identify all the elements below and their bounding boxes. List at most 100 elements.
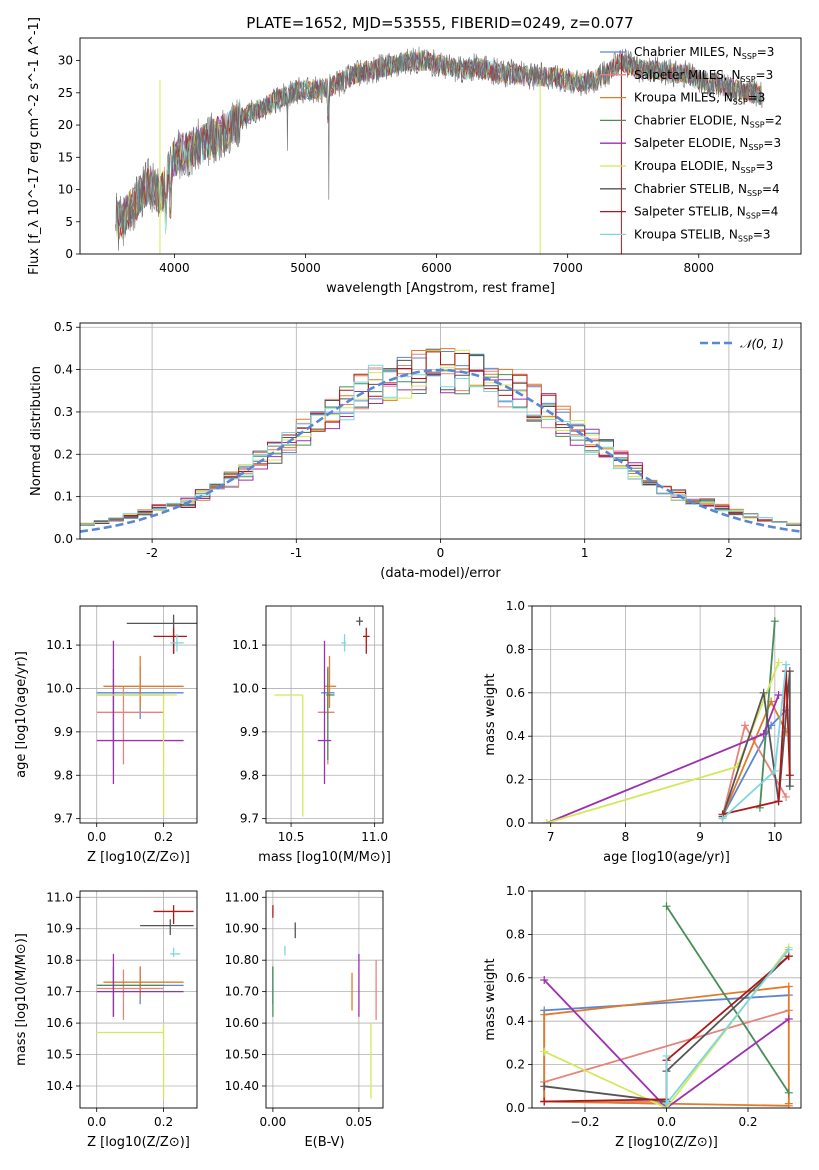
- y-tick-label: 10.8: [46, 953, 73, 967]
- y-tick-label: 0.0: [54, 532, 73, 546]
- legend-nssp-value: =3: [757, 45, 775, 59]
- y-tick-label: 10.40: [225, 1079, 259, 1093]
- normal-curve: [80, 368, 801, 533]
- y-tick-label: 0.1: [54, 490, 73, 504]
- legend-nssp-subscript: SSP: [738, 234, 753, 243]
- mass-weight-line: [543, 979, 790, 1108]
- spectrum-data-line: [115, 46, 765, 251]
- x-axis-label: Z [log10(Z/Z⊙)]: [87, 1135, 190, 1150]
- x-tick-label: 8: [622, 830, 630, 844]
- x-tick-label: -2: [146, 546, 158, 560]
- mass-weight-marker: [784, 1088, 793, 1097]
- mass-weight-marker: [542, 819, 551, 823]
- y-tick-label: 10.80: [225, 953, 259, 967]
- y-tick-label: 30: [58, 54, 73, 68]
- x-tick-label: 4000: [159, 261, 190, 275]
- errorbar-point: [153, 905, 194, 925]
- legend-model-name: Salpeter MILES: [634, 68, 724, 82]
- legend-nssp-subscript: SSP: [746, 212, 761, 221]
- errorbar-point: [317, 686, 335, 765]
- y-tick-label: 10.0: [232, 681, 259, 695]
- errorbar-point: [274, 694, 304, 817]
- legend-nssp-subscript: SSP: [741, 166, 756, 175]
- axes-frame: [265, 605, 384, 824]
- y-tick-label: 0.5: [54, 320, 73, 334]
- y-tick-label: 0.2: [506, 773, 525, 787]
- x-tick-label: 10.5: [278, 830, 305, 844]
- mass-weight-marker: [770, 766, 779, 775]
- errorbar-point: [103, 966, 184, 998]
- plot-area: [540, 902, 793, 1108]
- axes-frame: [531, 890, 802, 1109]
- legend-entry: Chabrier STELIB, NSSP=4: [634, 182, 780, 198]
- mass-weight-line: [722, 671, 791, 816]
- legend-nssp-value: =4: [762, 182, 780, 196]
- y-tick-label: 0.8: [506, 642, 525, 656]
- errorbar-point: [96, 686, 164, 765]
- mass-weight-marker: [784, 945, 793, 954]
- mass-weight-line: [546, 694, 780, 823]
- legend-nssp-prefix: , N: [724, 68, 741, 82]
- panel-weight_vs_Z: −0.2 0.0 0.2 0.0 0.2 0.4 0.6 0.8 1.0 Z [log10(Z/Z…: [483, 884, 802, 1150]
- y-tick-label: 10.4: [46, 1079, 73, 1093]
- y-tick-label: 0.4: [506, 1014, 525, 1028]
- x-axis-label: E(B-V): [304, 1135, 344, 1150]
- legend-nssp-value: =2: [765, 113, 783, 127]
- x-axis-label: age [log10(age/yr)]: [603, 850, 730, 865]
- x-tick-label: 0.2: [154, 830, 173, 844]
- mass-weight-marker: [784, 982, 793, 991]
- x-axis-label: Z [log10(Z/Z⊙)]: [615, 1135, 718, 1150]
- mass-weight-marker: [759, 688, 768, 697]
- mass-weight-marker: [774, 797, 783, 806]
- plot-area: [542, 617, 794, 823]
- x-tick-label: 9: [696, 830, 704, 844]
- y-axis-label: mass weight: [483, 673, 498, 755]
- mass-weight-marker: [785, 771, 794, 780]
- y-tick-label: 15: [58, 150, 73, 164]
- legend-entry: Salpeter ELODIE, NSSP=3: [634, 136, 781, 152]
- errorbar-point: [96, 694, 177, 817]
- legend-model-name: Salpeter ELODIE: [634, 136, 732, 150]
- legend-nssp-prefix: , N: [730, 182, 747, 196]
- x-axis-label: Z [log10(Z/Z⊙)]: [87, 850, 190, 865]
- plot-area: [96, 614, 197, 817]
- y-tick-label: 0.0: [506, 816, 525, 830]
- panel-age_vs_mass: 10.5 11.0 9.7 9.8 9.9 10.0 10.1 mass [log10(M/M…: [232, 605, 391, 865]
- legend-entry: Salpeter MILES, NSSP=3: [634, 68, 773, 84]
- errorbar-point: [326, 668, 335, 761]
- panel-spectrum: 4000 5000 6000 7000 8000 0 5 10 15 20 25 30 waveleng…: [27, 17, 802, 296]
- mass-weight-marker: [774, 690, 783, 699]
- errorbar-point: [96, 969, 164, 1020]
- mass-weight-marker: [740, 721, 749, 730]
- legend-nssp-subscript: SSP: [750, 120, 765, 129]
- mass-weight-marker: [540, 1047, 549, 1056]
- panel-age_vs_Z: 0.0 0.2 9.7 9.8 9.9 10.0 10.1 Z [log10(Z/Z⊙)] ag…: [14, 605, 198, 865]
- x-tick-label: 1: [581, 546, 589, 560]
- mass-weight-marker: [540, 1097, 549, 1106]
- errorbar-point: [153, 627, 187, 654]
- mass-weight-marker: [782, 792, 791, 801]
- y-tick-label: 9.9: [54, 725, 73, 739]
- y-tick-label: 0.2: [506, 1058, 525, 1072]
- y-tick-label: 10.0: [46, 681, 73, 695]
- x-tick-label: 7000: [552, 261, 583, 275]
- y-tick-label: 10: [58, 183, 73, 197]
- errorbar-point: [170, 634, 184, 652]
- legend-entry: Kroupa MILES, NSSP=3: [634, 91, 765, 107]
- axes-frame: [79, 605, 198, 824]
- y-tick-label: 1.0: [506, 884, 525, 898]
- y-axis-label: mass weight: [483, 958, 498, 1040]
- legend-nssp-prefix: , N: [732, 136, 749, 150]
- x-tick-label: −0.2: [570, 1115, 599, 1129]
- axes-frame: [79, 37, 802, 255]
- x-tick-label: 7: [547, 830, 555, 844]
- legend-nssp-subscript: SSP: [742, 52, 757, 61]
- legend-nssp-prefix: , N: [716, 91, 733, 105]
- y-tick-label: 9.7: [240, 812, 259, 826]
- y-tick-label: 9.7: [54, 812, 73, 826]
- y-tick-label: 10.60: [225, 1016, 259, 1030]
- legend-nssp-prefix: , N: [724, 159, 741, 173]
- errorbar-point: [317, 640, 332, 784]
- errorbar-point: [356, 616, 363, 626]
- legend-model-name: Kroupa STELIB: [634, 227, 721, 241]
